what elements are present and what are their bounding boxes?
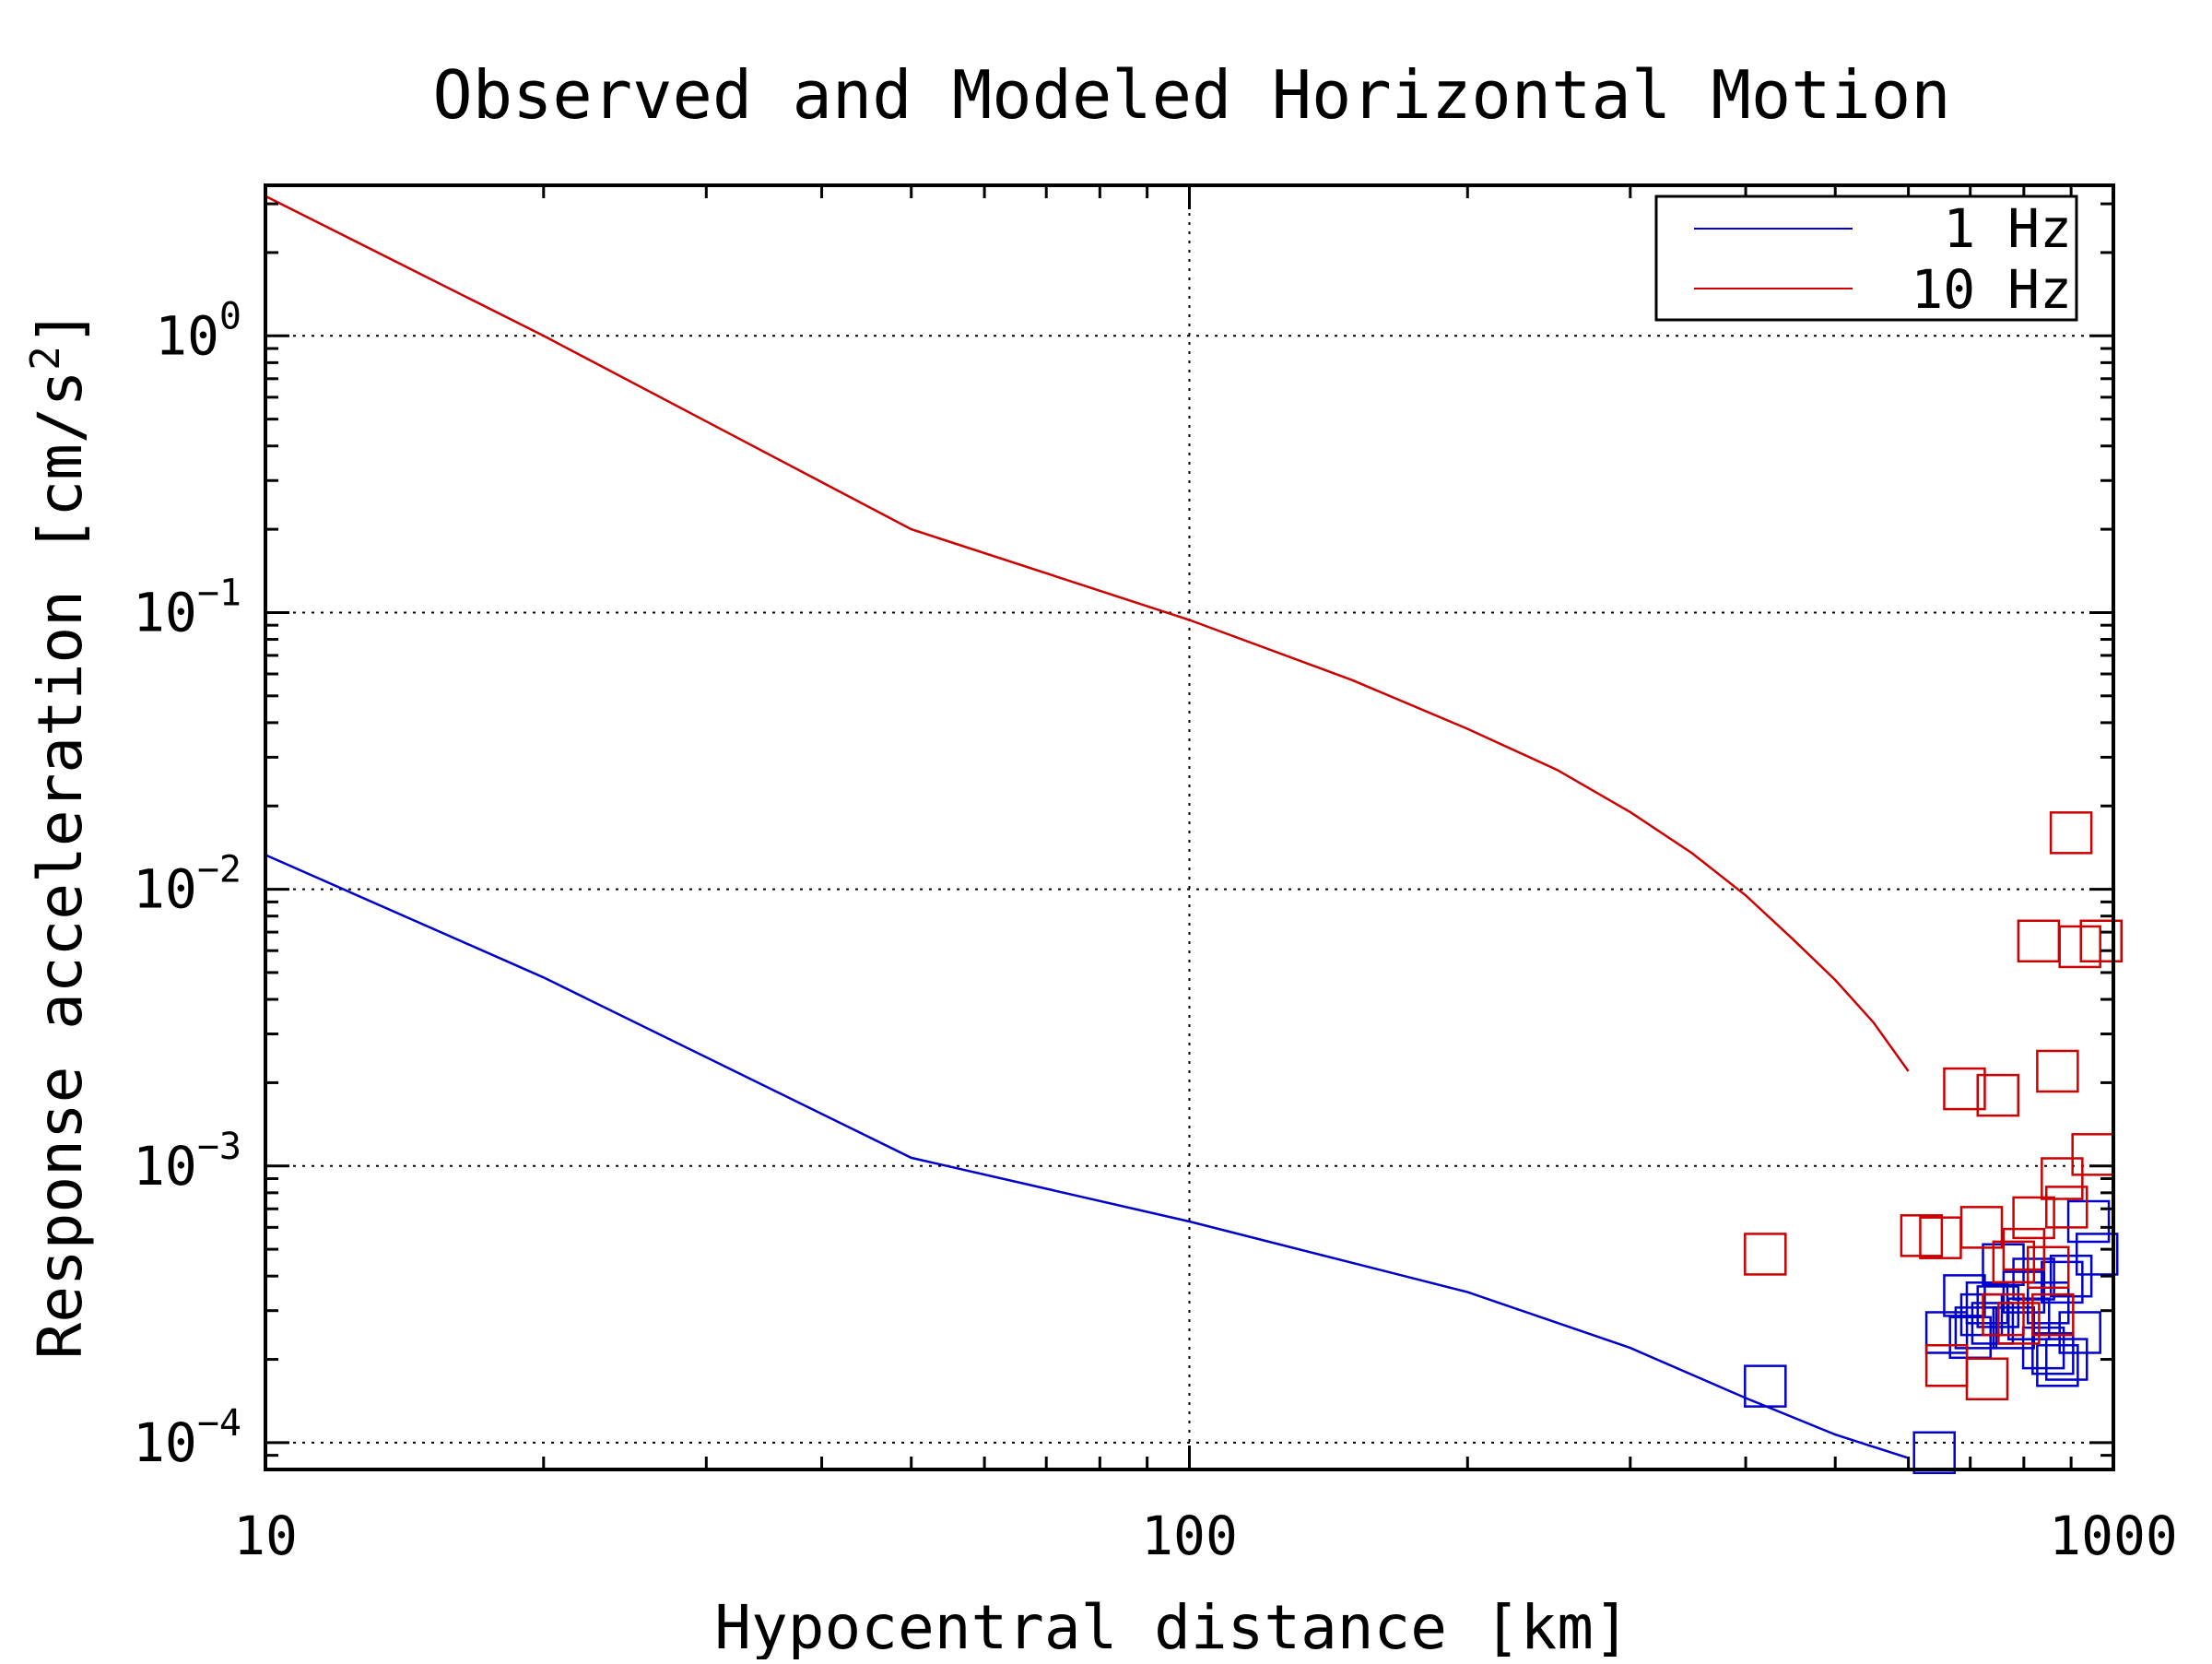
observed-point-10hz [2079, 919, 2123, 963]
observed-point-10hz [1992, 1240, 2036, 1284]
observed-point-10hz [1965, 1357, 2009, 1400]
observed-point-1hz [1912, 1431, 1956, 1475]
model-line-10hz [265, 195, 1910, 1072]
observed-point-1hz [2049, 1254, 2093, 1298]
x-tick-label: 100 [1141, 1505, 1238, 1567]
observed-point-10hz [2012, 1196, 2055, 1240]
observed-point-10hz [2002, 1227, 2046, 1271]
legend-label-1hz: 1 Hz [1943, 197, 2072, 260]
grid-layer [265, 185, 2113, 1469]
model-line-1hz [265, 854, 1909, 1459]
observed-point-10hz [2036, 1049, 2079, 1093]
y-tick-label: 10−4 [133, 1402, 241, 1474]
observed-point-1hz [2021, 1326, 2065, 1370]
observed-point-10hz [1943, 1067, 1986, 1111]
observed-point-10hz [1900, 1214, 1944, 1257]
observed-point-10hz [2026, 1245, 2070, 1290]
observed-point-1hz [1924, 1311, 1969, 1354]
y-tick-base: 10 [133, 1135, 197, 1198]
y-axis-title-main: Response acceleration [cm/s [25, 371, 96, 1360]
y-tick-exponent: −4 [197, 1402, 241, 1445]
y-axis-title-suffix: ] [25, 309, 96, 346]
y-tick-exponent: −2 [197, 849, 241, 891]
chart-title: Observed and Modeled Horizontal Motion [432, 56, 1950, 134]
y-tick-base: 10 [133, 858, 197, 921]
observed-point-10hz [2041, 1157, 2084, 1200]
observed-point-1hz [1744, 1364, 1787, 1408]
legend-box [1654, 195, 2078, 322]
observed-point-1hz [2036, 1343, 2079, 1387]
legend-label-10hz: 10 Hz [1911, 258, 2072, 321]
x-tick-labels: 10 100 1000 [233, 1505, 2178, 1567]
axis-ticks [264, 185, 2115, 1469]
series-lines [265, 195, 1910, 1459]
x-axis-title: Hypocentral distance [km] [714, 1592, 1630, 1659]
y-tick-base: 10 [133, 581, 197, 643]
observed-markers [1744, 811, 2123, 1475]
x-tick-label: 10 [233, 1505, 298, 1567]
legend: 1 Hz 10 Hz [1654, 195, 2078, 322]
y-tick-label: 100 [155, 295, 241, 367]
y-tick-exponent: −1 [197, 572, 241, 614]
observed-point-10hz [2045, 1186, 2088, 1229]
observed-point-1hz [2075, 1233, 2119, 1276]
observed-point-10hz [1744, 1233, 1787, 1276]
observed-point-1hz [2066, 1199, 2111, 1244]
y-axis-title: Response acceleration [cm/s2] [22, 309, 96, 1359]
observed-point-10hz [1976, 1073, 2019, 1117]
observed-point-10hz [2049, 811, 2093, 855]
y-tick-exponent: −3 [197, 1126, 241, 1168]
observed-point-10hz [2031, 1292, 2075, 1337]
y-tick-base: 10 [133, 1411, 197, 1474]
y-tick-label: 10−1 [133, 572, 241, 643]
y-tick-label: 10−2 [133, 849, 241, 921]
observed-point-1hz [2058, 1311, 2101, 1354]
y-tick-label: 10−3 [133, 1126, 241, 1198]
observed-point-1hz [2045, 1338, 2088, 1381]
observed-point-1hz [1943, 1274, 1986, 1317]
observed-point-1hz [1959, 1292, 2004, 1337]
x-tick-label: 1000 [2049, 1505, 2178, 1567]
observed-point-10hz [1982, 1292, 2025, 1337]
observed-point-10hz [1997, 1302, 2041, 1345]
y-axis-title-superscript: 2 [22, 346, 69, 371]
y-tick-base: 10 [155, 304, 219, 367]
observed-point-1hz [2041, 1260, 2084, 1304]
observed-point-10hz [1959, 1206, 2004, 1249]
y-tick-exponent: 0 [219, 295, 241, 337]
